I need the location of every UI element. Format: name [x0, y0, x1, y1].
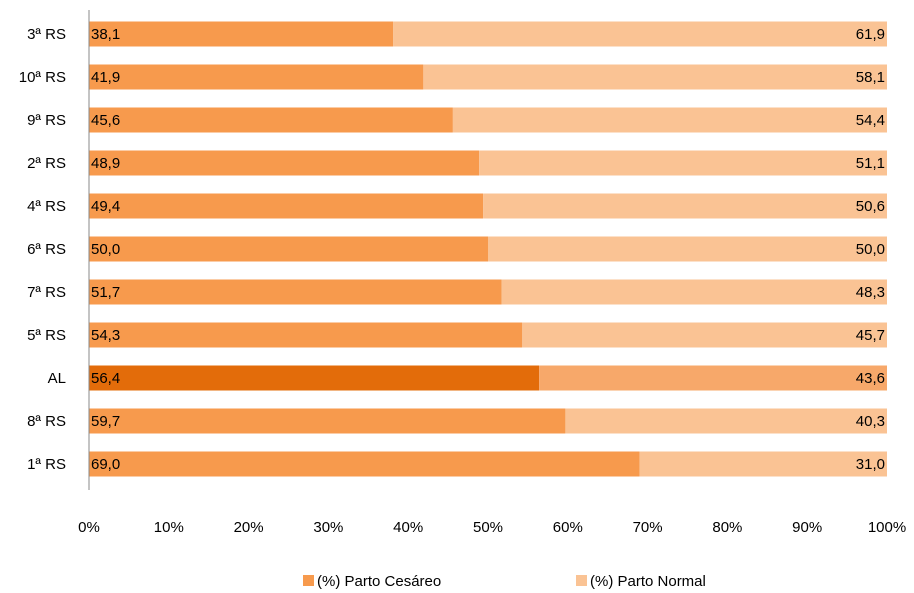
data-label-parto-normal-6-rs: 50,0	[856, 241, 885, 258]
category-label-3-rs: 3ª RS	[27, 26, 66, 43]
category-label-1-rs: 1ª RS	[27, 456, 66, 473]
data-label-parto-cesareo-4-rs: 49,4	[91, 198, 120, 215]
x-tick-label-100: 100%	[868, 519, 906, 536]
bars-group: 38,1 61,9 41,9 58,1 45,6 54,4 48,9 51,1 49,4 50,6…	[89, 21, 887, 477]
bar-segment-parto-cesareo-9-rs	[89, 107, 453, 133]
category-label-2-rs: 2ª RS	[27, 155, 66, 172]
data-label-parto-normal-10-rs: 58,1	[856, 69, 885, 86]
bar-segment-parto-cesareo-5-rs	[89, 322, 523, 348]
category-label-9-rs: 9ª RS	[27, 112, 66, 129]
bar-segment-parto-normal-1-rs	[639, 451, 887, 477]
legend: (%) Parto Cesáreo (%) Parto Normal	[303, 573, 706, 590]
data-label-parto-normal-1-rs: 31,0	[856, 456, 885, 473]
bar-segment-parto-normal-3-rs	[393, 21, 887, 47]
data-label-parto-normal-3-rs: 61,9	[856, 26, 885, 43]
bar-segment-parto-cesareo-8-rs	[89, 408, 566, 434]
data-label-parto-cesareo-10-rs: 41,9	[91, 69, 120, 86]
data-label-parto-cesareo-6-rs: 50,0	[91, 241, 120, 258]
bar-segment-parto-cesareo-4-rs	[89, 193, 484, 219]
category-label-8-rs: 8ª RS	[27, 413, 66, 430]
bar-segment-parto-cesareo-10-rs	[89, 64, 424, 90]
bar-segment-parto-normal-9-rs	[452, 107, 887, 133]
data-label-parto-normal-5-rs: 45,7	[856, 327, 885, 344]
bar-segment-parto-normal-6-rs	[488, 236, 887, 262]
bar-segment-parto-normal-4-rs	[483, 193, 887, 219]
category-label-10-rs: 10ª RS	[19, 69, 66, 86]
data-label-parto-normal-7-rs: 48,3	[856, 284, 885, 301]
data-label-parto-normal-2-rs: 51,1	[856, 155, 885, 172]
data-label-parto-cesareo-1-rs: 69,0	[91, 456, 120, 473]
data-label-parto-cesareo-2-rs: 48,9	[91, 155, 120, 172]
bar-segment-parto-cesareo-2-rs	[89, 150, 480, 176]
category-labels: 3ª RS 10ª RS 9ª RS 2ª RS 4ª RS 6ª RS 7ª RS 5ª R…	[19, 26, 66, 473]
legend-swatch-parto-cesareo	[303, 575, 314, 586]
category-label-6-rs: 6ª RS	[27, 241, 66, 258]
data-label-parto-cesareo-8-rs: 59,7	[91, 413, 120, 430]
data-label-parto-normal-9-rs: 54,4	[856, 112, 885, 129]
bar-segment-parto-cesareo-6-rs	[89, 236, 488, 262]
bar-segment-parto-cesareo-1-rs	[89, 451, 640, 477]
category-label-4-rs: 4ª RS	[27, 198, 66, 215]
bar-segment-parto-cesareo-3-rs	[89, 21, 394, 47]
legend-swatch-parto-normal	[576, 575, 587, 586]
x-tick-label-20: 20%	[234, 519, 264, 536]
bar-segment-parto-cesareo-7-rs	[89, 279, 502, 305]
x-tick-label-40: 40%	[393, 519, 423, 536]
data-label-parto-cesareo-9-rs: 45,6	[91, 112, 120, 129]
x-tick-label-90: 90%	[792, 519, 822, 536]
category-label-5-rs: 5ª RS	[27, 327, 66, 344]
data-label-parto-cesareo-3-rs: 38,1	[91, 26, 120, 43]
data-label-parto-cesareo-5-rs: 54,3	[91, 327, 120, 344]
x-tick-label-50: 50%	[473, 519, 503, 536]
bar-segment-parto-normal-7-rs	[501, 279, 887, 305]
x-tick-label-30: 30%	[313, 519, 343, 536]
bar-segment-parto-normal-10-rs	[423, 64, 887, 90]
data-label-parto-normal-8-rs: 40,3	[856, 413, 885, 430]
category-label-al: AL	[48, 370, 66, 387]
legend-label-parto-normal: (%) Parto Normal	[590, 573, 706, 590]
x-tick-label-0: 0%	[78, 519, 100, 536]
data-label-parto-cesareo-7-rs: 51,7	[91, 284, 120, 301]
x-tick-labels: 0% 10% 20% 30% 40% 50% 60% 70% 80% 90% 100%	[78, 519, 906, 536]
bar-segment-parto-normal-5-rs	[522, 322, 887, 348]
x-tick-label-70: 70%	[633, 519, 663, 536]
data-label-parto-normal-al: 43,6	[856, 370, 885, 387]
bar-segment-parto-cesareo-al	[89, 365, 540, 391]
bar-segment-parto-normal-al	[539, 365, 887, 391]
x-tick-label-60: 60%	[553, 519, 583, 536]
bar-segment-parto-normal-8-rs	[565, 408, 887, 434]
category-label-7-rs: 7ª RS	[27, 284, 66, 301]
bar-segment-parto-normal-2-rs	[479, 150, 887, 176]
x-tick-label-80: 80%	[712, 519, 742, 536]
x-tick-label-10: 10%	[154, 519, 184, 536]
data-label-parto-normal-4-rs: 50,6	[856, 198, 885, 215]
data-label-parto-cesareo-al: 56,4	[91, 370, 120, 387]
legend-label-parto-cesareo: (%) Parto Cesáreo	[317, 573, 441, 590]
